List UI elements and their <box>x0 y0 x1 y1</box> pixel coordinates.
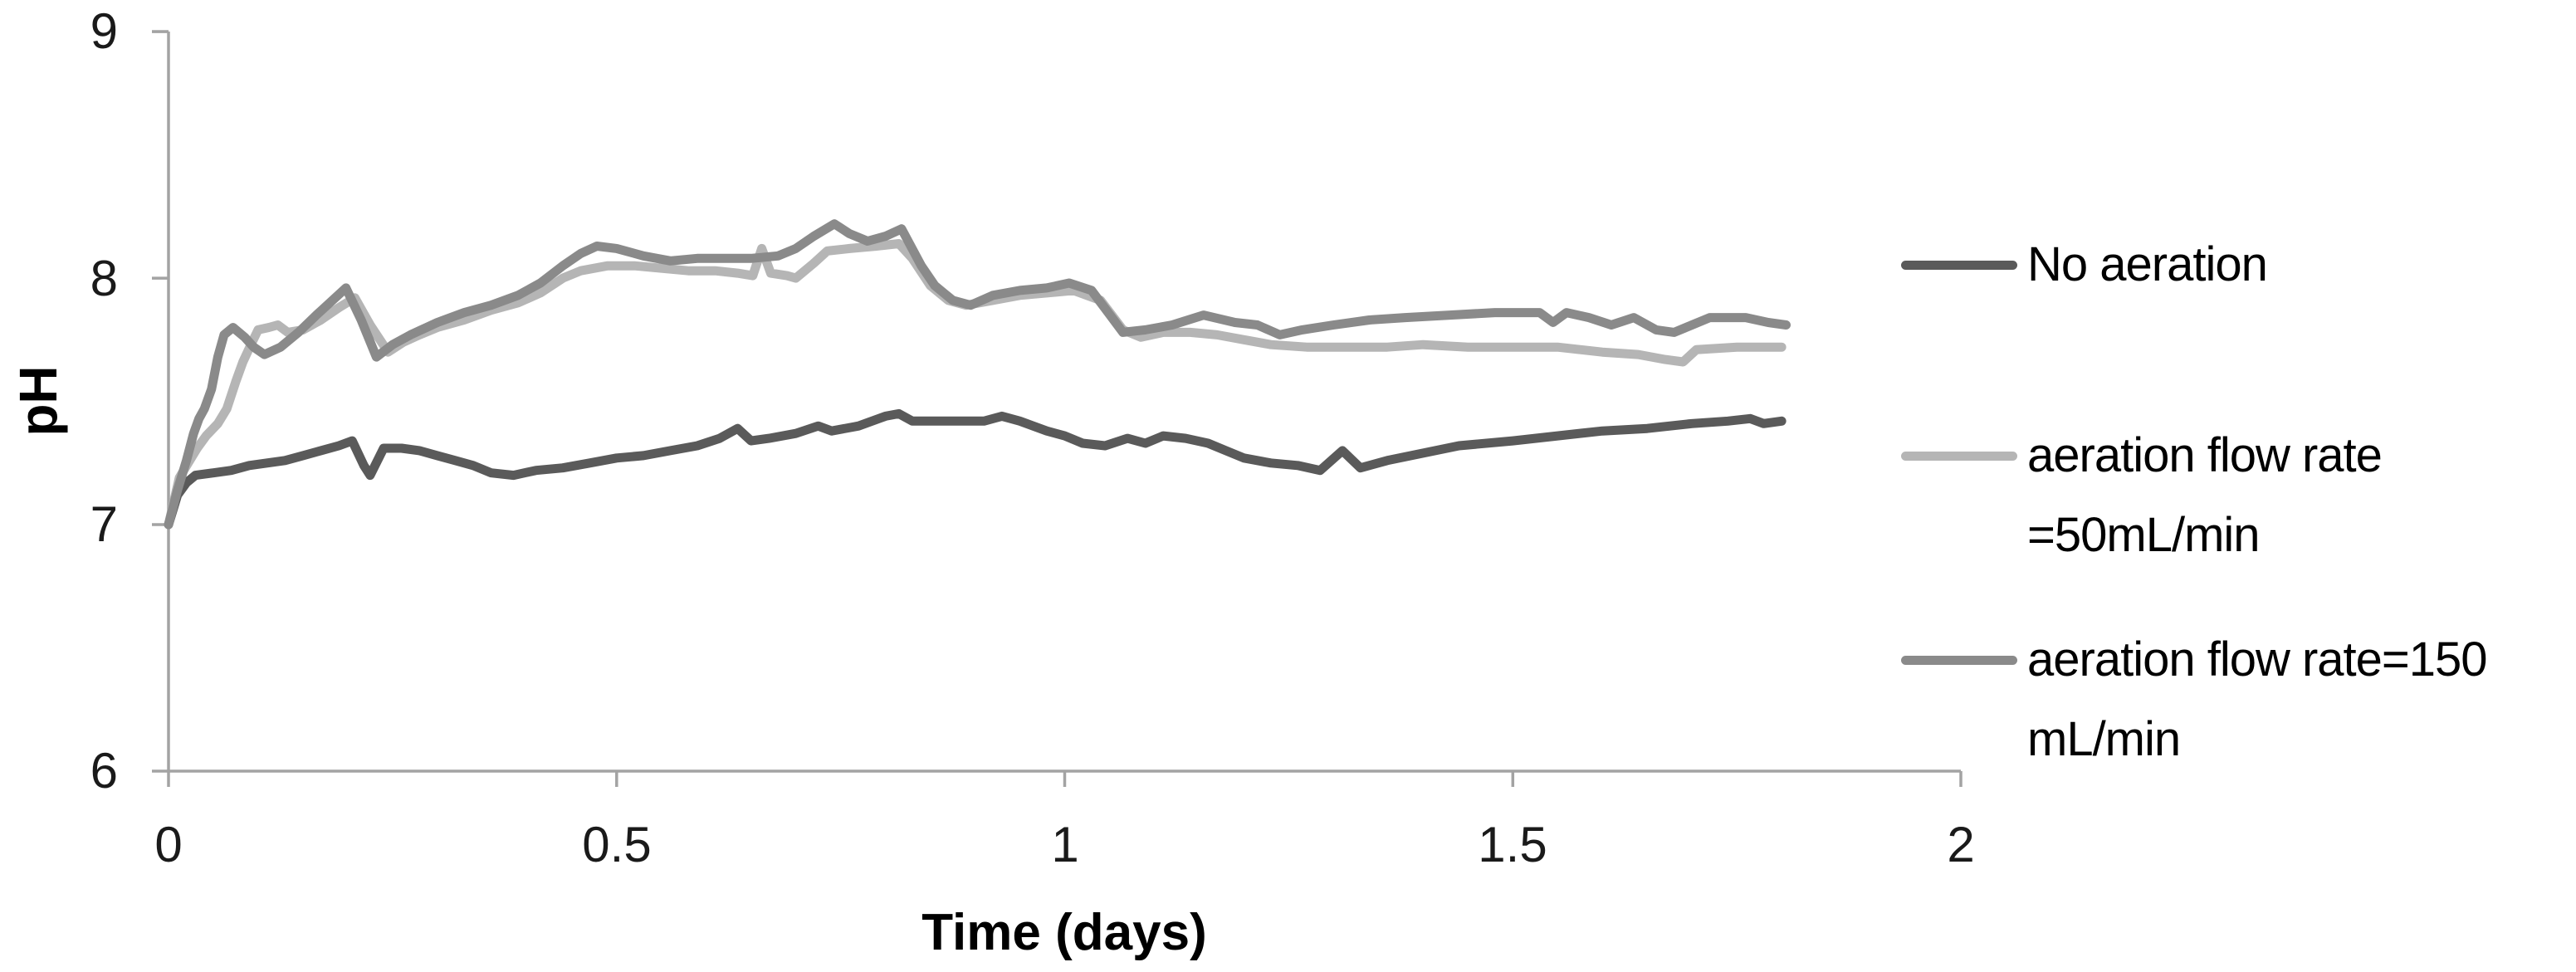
y-tick-label-7: 7 <box>90 496 118 552</box>
legend-swatch-aeration-50 <box>1901 452 2017 461</box>
x-tick-label-2: 2 <box>1947 817 1975 872</box>
legend-label-aeration-50-line1: aeration flow rate <box>2027 428 2383 482</box>
x-tick-label-1-5: 1.5 <box>1478 817 1547 872</box>
y-tick-label-9: 9 <box>90 3 118 59</box>
legend-item-no-aeration: No aeration <box>1901 225 2268 305</box>
x-tick-label-1: 1 <box>1051 817 1079 872</box>
x-axis-title: Time (days) <box>921 904 1207 961</box>
y-axis-title: pH <box>8 365 68 437</box>
legend-label-aeration-150-line2: mL/min <box>2027 712 2181 766</box>
series-line-1 <box>164 239 1787 530</box>
series-line-2 <box>164 219 1791 530</box>
series-line-0 <box>164 408 1787 530</box>
y-tick-label-8: 8 <box>90 251 118 306</box>
legend-item-aeration-50: aeration flow rate =50mL/min <box>1901 416 2383 575</box>
legend-item-aeration-150: aeration flow rate=150 mL/min <box>1901 620 2488 779</box>
legend-swatch-aeration-150 <box>1901 656 2017 665</box>
axes <box>152 30 1963 787</box>
x-tick-label-0-5: 0.5 <box>582 817 652 872</box>
y-tick-label-6: 6 <box>90 743 118 799</box>
legend-label-no-aeration: No aeration <box>2027 237 2268 291</box>
legend-label-aeration-150-line1: aeration flow rate=150 <box>2027 633 2488 686</box>
legend-label-aeration-50-line2: =50mL/min <box>2027 508 2261 562</box>
legend-swatch-no-aeration <box>1901 261 2017 270</box>
x-tick-label-0: 0 <box>154 817 183 872</box>
